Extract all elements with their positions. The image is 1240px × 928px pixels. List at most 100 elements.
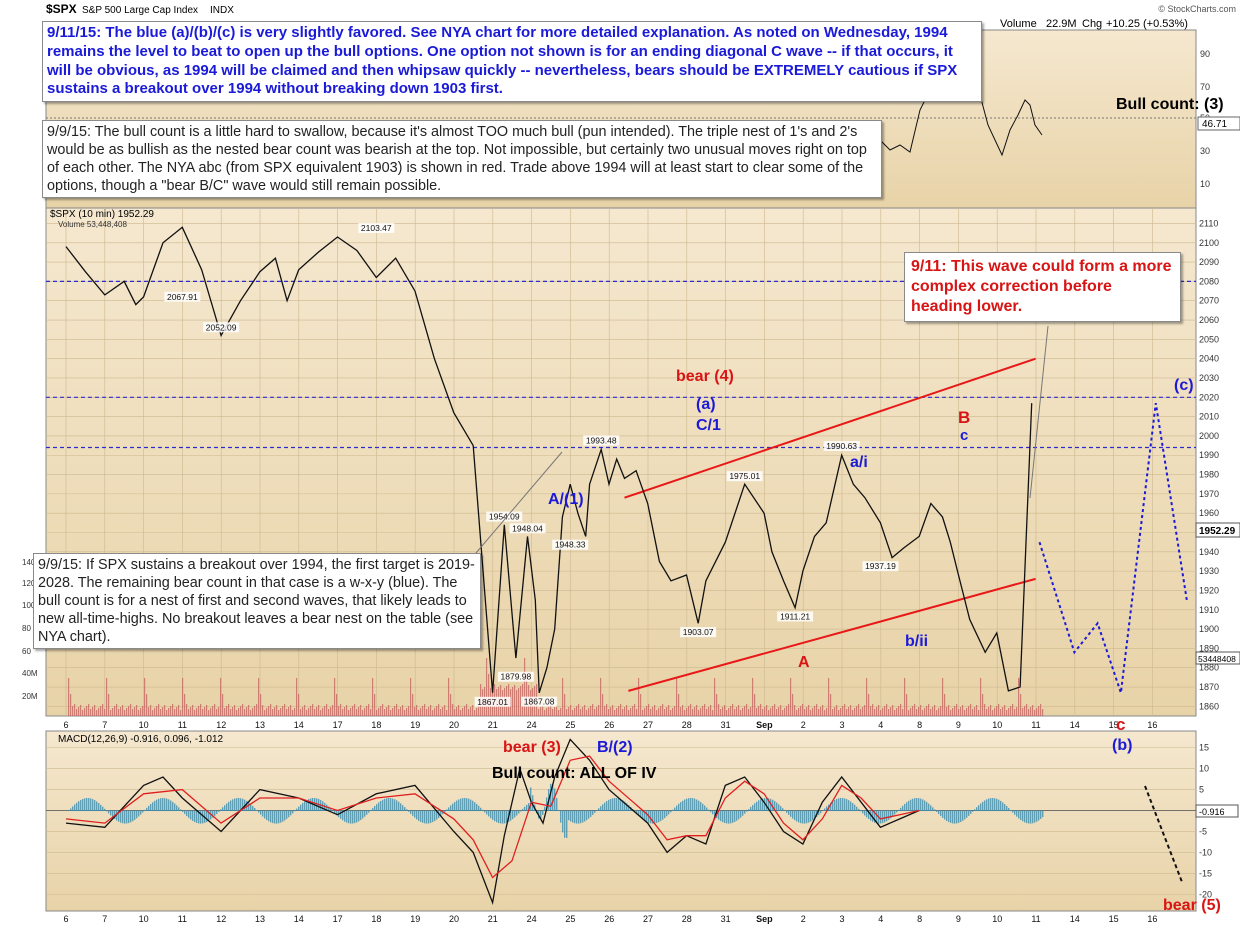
- histogram-bar: [294, 810, 296, 812]
- point-label-bg: [358, 223, 395, 234]
- volume-bar: [328, 709, 330, 716]
- volume-bar: [134, 707, 136, 716]
- histogram-bar: [894, 810, 896, 815]
- point-label-bg: [726, 471, 763, 482]
- volume-bar: [190, 707, 192, 716]
- volume-bar: [488, 674, 490, 716]
- volume-bar: [82, 710, 84, 716]
- x-tick-label: 18: [371, 914, 381, 924]
- volume-bar: [848, 707, 850, 716]
- volume-bar: [426, 709, 428, 716]
- volume-bar: [938, 708, 940, 716]
- volume-bar: [128, 706, 130, 716]
- x-tick-label: 20: [449, 914, 459, 924]
- volume-bar: [840, 708, 842, 716]
- volume-bar: [544, 710, 546, 716]
- volume-bar: [86, 706, 88, 716]
- volume-bar: [1008, 708, 1010, 716]
- histogram-bar: [144, 809, 146, 812]
- volume-bar: [752, 678, 754, 716]
- x-tick-label: 4: [878, 914, 883, 924]
- x-tick-label: 8: [917, 720, 922, 730]
- volume-bar: [694, 707, 696, 716]
- point-label: 2067.91: [167, 292, 198, 302]
- histogram-bar: [566, 810, 568, 838]
- x-tick-label: 11: [178, 720, 187, 730]
- histogram-bar: [798, 810, 800, 823]
- histogram-bar: [860, 810, 862, 812]
- x-tick-label: 16: [1147, 720, 1157, 730]
- volume-bar: [946, 707, 948, 716]
- volume-bar: [740, 710, 742, 716]
- histogram-bar: [156, 799, 158, 812]
- volume-bar: [350, 708, 352, 716]
- histogram-bar: [286, 810, 288, 819]
- volume-bar: [748, 709, 750, 716]
- volume-bar: [356, 709, 358, 716]
- volume-bar: [466, 704, 468, 716]
- histogram-bar: [676, 805, 678, 812]
- volume-bar: [876, 707, 878, 716]
- volume-bar: [586, 710, 588, 716]
- volume-bar: [834, 707, 836, 716]
- volume-bar: [270, 704, 272, 716]
- volume-bar: [710, 705, 712, 716]
- histogram-bar: [720, 810, 722, 822]
- histogram-bar: [968, 810, 970, 816]
- histogram-bar: [946, 810, 948, 821]
- histogram-bar: [810, 810, 812, 822]
- x-tick-label: 28: [682, 720, 692, 730]
- histogram-bar: [192, 810, 194, 821]
- histogram-bar: [406, 809, 408, 812]
- volume-bar: [664, 709, 666, 716]
- histogram-bar: [522, 808, 524, 812]
- histogram-bar: [486, 810, 488, 815]
- histogram-bar: [478, 805, 480, 812]
- volume-bar: [402, 705, 404, 716]
- histogram-bar: [698, 800, 700, 812]
- histogram-bar: [274, 810, 276, 824]
- histogram-bar: [340, 810, 342, 819]
- histogram-bar: [902, 805, 904, 812]
- histogram-bar: [506, 810, 508, 823]
- chart-name: S&P 500 Large Cap Index: [82, 5, 198, 16]
- histogram-bar: [846, 799, 848, 812]
- volume-bar: [382, 704, 384, 716]
- volume-bar: [1016, 707, 1018, 716]
- volume-bar: [310, 706, 312, 716]
- y-tick-label: 5: [1199, 785, 1204, 795]
- volume-tick: 40M: [22, 669, 38, 678]
- histogram-bar: [388, 797, 390, 812]
- volume-bar: [636, 709, 638, 716]
- volume-bar: [96, 710, 98, 716]
- y-tick-label: 1870: [1199, 682, 1219, 692]
- histogram-bar: [390, 798, 392, 812]
- wave-label: c: [1116, 715, 1125, 734]
- volume-bar: [178, 705, 180, 716]
- volume-bar: [162, 707, 164, 716]
- volume-bar: [294, 708, 296, 716]
- histogram-bar: [1024, 810, 1026, 823]
- price-trendlines: [624, 357, 1036, 692]
- histogram-bar: [492, 810, 494, 820]
- histogram-bar: [398, 801, 400, 812]
- histogram-bar: [954, 810, 956, 824]
- histogram-bar: [974, 809, 976, 812]
- volume-bar: [808, 705, 810, 716]
- volume-bar: [302, 707, 304, 716]
- volume-bar: [860, 709, 862, 716]
- volume-bar: [582, 707, 584, 716]
- volume-bar: [862, 707, 864, 716]
- histogram-bar: [178, 807, 180, 812]
- histogram-bar: [90, 798, 92, 812]
- volume-bar: [866, 678, 868, 716]
- y-tick-label: -15: [1199, 868, 1212, 878]
- volume-bar: [92, 707, 94, 716]
- histogram-bar: [342, 810, 344, 821]
- volume-bar: [778, 707, 780, 716]
- y-tick-label: 2050: [1199, 334, 1219, 344]
- histogram-bar: [298, 806, 300, 812]
- x-tick-label: 27: [643, 914, 653, 924]
- histogram-bar: [594, 810, 596, 813]
- volume-bar: [816, 704, 818, 716]
